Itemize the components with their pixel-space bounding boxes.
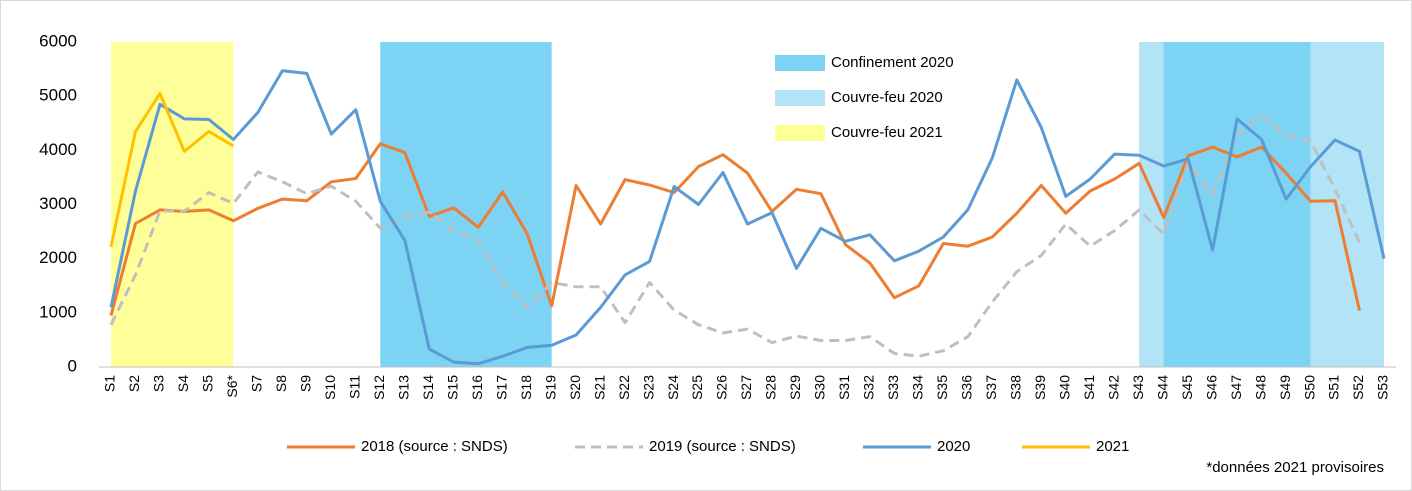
x-tick-label: S37 — [983, 375, 999, 400]
x-tick-label: S30 — [812, 375, 828, 400]
x-tick-label: S8 — [273, 375, 289, 392]
series-line — [109, 69, 1386, 366]
x-tick-label: S12 — [371, 375, 387, 400]
x-tick-label: S50 — [1301, 375, 1317, 400]
x-tick-label: S1 — [102, 375, 118, 392]
x-tick-label: S17 — [493, 375, 509, 400]
x-tick-label: S20 — [567, 375, 583, 400]
x-tick-label: S46 — [1203, 375, 1219, 400]
x-tick-label: S36 — [959, 375, 975, 400]
x-tick-label: S3 — [151, 375, 167, 392]
x-tick-label: S40 — [1056, 375, 1072, 400]
x-tick-label: S51 — [1326, 375, 1342, 400]
x-tick-label: S31 — [836, 375, 852, 400]
y-tick-label: 1000 — [39, 302, 77, 321]
legend-label: 2020 — [937, 438, 970, 455]
x-tick-label: S18 — [518, 375, 534, 400]
period-band — [1163, 42, 1311, 367]
period-band — [380, 42, 552, 367]
x-tick-label: S10 — [322, 375, 338, 400]
x-tick-label: S25 — [689, 375, 705, 400]
x-tick-label: S52 — [1350, 375, 1366, 400]
x-tick-label: S9 — [298, 375, 314, 392]
x-tick-label: S7 — [249, 375, 265, 392]
band-legend-swatch — [775, 90, 825, 106]
x-tick-label: S29 — [787, 375, 803, 400]
legend-label: 2018 (source : SNDS) — [361, 438, 508, 455]
x-tick-label: S27 — [738, 375, 754, 400]
band-legend-label: Couvre-feu 2020 — [831, 89, 943, 106]
x-tick-label: S15 — [444, 375, 460, 400]
band-legend-swatch — [775, 125, 825, 141]
legend-label: 2021 — [1096, 438, 1129, 455]
x-tick-label: S44 — [1154, 375, 1170, 400]
x-tick-label: S39 — [1032, 375, 1048, 400]
footnote: *données 2021 provisoires — [1206, 459, 1384, 476]
x-tick-label: S35 — [934, 375, 950, 400]
band-legend-label: Confinement 2020 — [831, 54, 954, 71]
x-tick-label: S13 — [395, 375, 411, 400]
x-tick-label: S28 — [763, 375, 779, 400]
x-tick-label: S5 — [200, 375, 216, 392]
legend-label: 2019 (source : SNDS) — [649, 438, 796, 455]
x-tick-label: S4 — [175, 375, 191, 392]
x-tick-label: S53 — [1375, 375, 1391, 400]
x-tick-label: S19 — [542, 375, 558, 400]
x-tick-label: S41 — [1081, 375, 1097, 400]
x-tick-label: S24 — [665, 375, 681, 400]
band-legend-label: Couvre-feu 2021 — [831, 124, 943, 141]
x-tick-label: S49 — [1277, 375, 1293, 400]
x-tick-label: S34 — [910, 375, 926, 400]
x-tick-label: S33 — [885, 375, 901, 400]
x-tick-label: S22 — [616, 375, 632, 400]
x-tick-label: S26 — [714, 375, 730, 400]
x-tick-label: S16 — [469, 375, 485, 400]
x-tick-label: S45 — [1179, 375, 1195, 400]
y-tick-label: 4000 — [39, 140, 77, 159]
x-tick-label: S38 — [1007, 375, 1023, 400]
y-tick-label: 5000 — [39, 86, 77, 105]
y-tick-label: 6000 — [39, 31, 77, 50]
band-legend-swatch — [775, 55, 825, 71]
x-tick-label: S32 — [861, 375, 877, 400]
period-band — [111, 42, 234, 367]
x-tick-label: S11 — [347, 375, 363, 399]
x-tick-label: S6* — [224, 374, 240, 397]
series-line — [109, 113, 1361, 358]
y-tick-label: 3000 — [39, 194, 77, 213]
x-tick-label: S43 — [1130, 375, 1146, 400]
x-tick-label: S2 — [126, 375, 142, 392]
x-tick-label: S48 — [1252, 375, 1268, 400]
y-tick-label: 2000 — [39, 248, 77, 267]
y-tick-label: 0 — [68, 356, 77, 375]
x-tick-label: S14 — [420, 375, 436, 400]
x-tick-label: S47 — [1228, 375, 1244, 400]
x-tick-label: S23 — [640, 375, 656, 400]
x-tick-label: S21 — [591, 375, 607, 400]
series-line — [109, 92, 235, 248]
x-tick-label: S42 — [1105, 375, 1121, 400]
